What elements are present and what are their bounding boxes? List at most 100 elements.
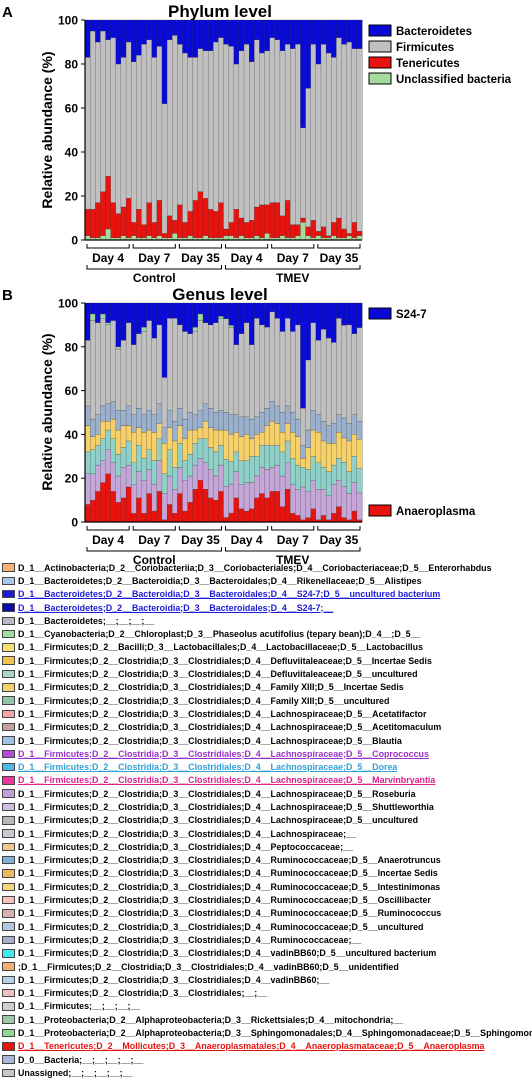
bar-segment-anaeroplasma-39: [284, 489, 291, 523]
bar-segment-s24-7-11: [141, 302, 148, 328]
bar-segment-lachnospiraceae-mixed-genera--3: [100, 460, 106, 483]
bar-segment-s24-7-29: [233, 302, 240, 345]
bar-segment-ruminococcaceae-mixed-genera--20: [187, 453, 194, 477]
bar-segment-unassigned-uncultured-24: [207, 324, 214, 409]
bar-segment-s24-7-1: [90, 302, 96, 315]
legend-entry: D_1__Firmicutes;D_2__Clostridia;D_3__Clo…: [2, 774, 532, 787]
bar-segment-lactobacillus-incertae-sedis-50: [341, 437, 348, 463]
bar-segment-unassigned-uncultured-15: [161, 377, 168, 428]
legend-entry-swatch: [2, 895, 15, 905]
bar-segment-s24-7-18: [177, 302, 183, 326]
legend-entry-swatch: [2, 683, 15, 692]
bar-segment-lachnospiraceae-mixed-genera--28: [228, 483, 235, 514]
legend-entry-label: D_1__Firmicutes;D_2__Clostridia;D_3__Clo…: [18, 708, 427, 719]
legend-entry-swatch: [2, 829, 15, 838]
bar-segment-tenericutes-9: [131, 222, 137, 236]
bar-segment-ruminococcaceae-mixed-genera--47: [325, 471, 332, 496]
bar-segment-lachnospiraceae-mixed-genera--11: [141, 480, 148, 514]
bar-segment-bacteroidetes-14: [156, 19, 163, 47]
bar-segment-anaeroplasma-52: [351, 510, 358, 523]
panel-a-day-label-5: Day 35: [320, 251, 359, 265]
legend-entry-label: D_1__Bacteroidetes;D_2__Bacteroidia;D_3_…: [18, 602, 334, 613]
bar-segment-lachnospiraceae-mixed-genera--10: [136, 471, 142, 499]
bar-segment-tenericutes-17: [172, 220, 178, 234]
bar-segment-bacteroidetes-7: [120, 19, 127, 58]
bar-segment-s24-7-52: [351, 302, 358, 334]
panel-b-group-label-1: TMEV: [276, 553, 309, 567]
bar-segment-lactobacillus-incertae-sedis-31: [243, 434, 250, 461]
bar-segment-unassigned-uncultured-39: [284, 318, 291, 407]
legend-entry-swatch: [2, 962, 15, 971]
bar-segment-anaeroplasma-18: [177, 493, 183, 523]
legend-entry: D_1__Firmicutes;__;__;__;__: [2, 1000, 532, 1013]
legend-entry: D_1__Cyanobacteria;D_2__Chloroplast;D_3_…: [2, 627, 532, 640]
annotation-label-s24-7: S24-7: [396, 309, 427, 321]
panel-b-ytick-label-20: 20: [65, 472, 79, 486]
annotation-swatch-s24-7: [368, 307, 392, 320]
bar-segment-other-minor-taxa--26: [218, 316, 224, 319]
bar-segment-tenericutes-25: [213, 211, 219, 238]
bar-segment-lachnospiraceae-mixed-genera--18: [177, 467, 183, 494]
legend-entry-label: D_1__Firmicutes;D_2__Clostridia;D_3__Clo…: [18, 868, 438, 879]
bar-segment-bacteroidetes-36: [269, 19, 276, 38]
legend-entry-swatch: [2, 669, 15, 679]
bar-segment-bacteroidetes-52: [351, 19, 358, 49]
panel-a-legend: Bacteroidetes Firmicutes Tenericutes Unclas…: [368, 24, 512, 86]
bar-segment-firmicutes-21: [192, 57, 199, 201]
bar-segment-lachnospiraceae-mixed-genera--37: [274, 464, 281, 492]
bar-segment-unassigned-uncultured-16: [166, 318, 173, 411]
bar-segment-anaeroplasma-10: [136, 497, 142, 523]
bar-segment-other-clostridiales-6: [115, 410, 122, 431]
bar-segment-firmicutes-52: [351, 48, 358, 223]
legend-entry: D_1__Firmicutes;D_2__Clostridia;D_3__Clo…: [2, 880, 532, 893]
bar-segment-tenericutes-8: [125, 198, 132, 238]
legend-entry-label: D_0__Bacteria;__;__;__;__;__: [18, 1054, 144, 1065]
legend-entry-label: D_1__Firmicutes;D_2__Clostridia;D_3__Clo…: [18, 775, 436, 786]
bar-segment-anaeroplasma-23: [202, 489, 209, 523]
bar-segment-firmicutes-43: [305, 88, 312, 227]
legend-entry: D_1__Proteobacteria;D_2__Alphaproteobact…: [2, 1013, 532, 1026]
bar-segment-unassigned-uncultured-38: [279, 331, 286, 413]
panel-a-day-bracket-0: [86, 244, 130, 249]
bar-segment-anaeroplasma-19: [182, 510, 189, 523]
panel-b-day-bracket-2: [178, 526, 222, 531]
legend-entry: D_1__Firmicutes;D_2__Clostridia;D_3__Clo…: [2, 721, 532, 734]
legend-entry-label: D_1__Firmicutes;D_2__Clostridia;D_3__Clo…: [18, 921, 424, 932]
bar-segment-other-clostridiales-17: [172, 421, 178, 442]
bar-segment-unassigned-uncultured-41: [295, 324, 301, 420]
legend-entry-swatch: [2, 949, 15, 958]
bar-segment-s24-7-15: [161, 302, 168, 378]
bar-segment-bacteroidetes-39: [284, 19, 291, 45]
bar-segment-tenericutes-49: [336, 217, 342, 238]
legend-entry: D_1__Firmicutes;D_2__Clostridia;D_3__Clo…: [2, 787, 532, 800]
bar-segment-s24-7-30: [238, 302, 245, 334]
bar-segment-unclassified-bacteria-9: [131, 235, 137, 241]
bar-segment-ruminococcaceae-mixed-genera--35: [264, 445, 271, 470]
bar-segment-ruminococcaceae-mixed-genera--44: [310, 456, 317, 481]
bar-segment-unassigned-uncultured-9: [131, 344, 137, 415]
bar-segment-anaeroplasma-41: [295, 515, 301, 523]
bar-segment-other-clostridiales-26: [218, 410, 224, 431]
bar-segment-unassigned-uncultured-42: [300, 407, 307, 446]
bar-segment-s24-7-3: [100, 302, 106, 315]
panel-a-letter: A: [2, 4, 13, 21]
bar-segment-tenericutes-53: [356, 231, 363, 236]
bar-segment-bacteroidetes-25: [213, 19, 219, 43]
bar-segment-firmicutes-9: [131, 61, 137, 223]
legend-entry-label: ;D_1__Firmicutes;D_2__Clostridia;D_3__Cl…: [18, 961, 399, 972]
panel-a-day-bracket-4: [271, 244, 315, 249]
legend-entry-swatch: [2, 629, 15, 639]
bar-segment-s24-7-14: [156, 302, 163, 326]
bar-segment-ruminococcaceae-mixed-genera--10: [136, 445, 142, 472]
bar-segment-other-clostridiales-10: [136, 407, 142, 428]
bar-segment-anaeroplasma-27: [223, 517, 230, 523]
bar-segment-lactobacillus-incertae-sedis-15: [161, 443, 168, 474]
bar-segment-tenericutes-11: [141, 224, 148, 238]
legend-entry: D_1__Firmicutes;D_2__Clostridia;D_3__Clo…: [2, 987, 532, 1000]
legend-entry-label: D_1__Firmicutes;D_2__Clostridia;D_3__Clo…: [18, 974, 330, 985]
bar-segment-other-clostridiales-36: [269, 401, 276, 422]
bar-segment-ruminococcaceae-mixed-genera--32: [249, 456, 255, 483]
bar-segment-firmicutes-18: [177, 44, 183, 205]
bar-segment-firmicutes-2: [95, 41, 101, 203]
bar-segment-s24-7-23: [202, 302, 209, 323]
